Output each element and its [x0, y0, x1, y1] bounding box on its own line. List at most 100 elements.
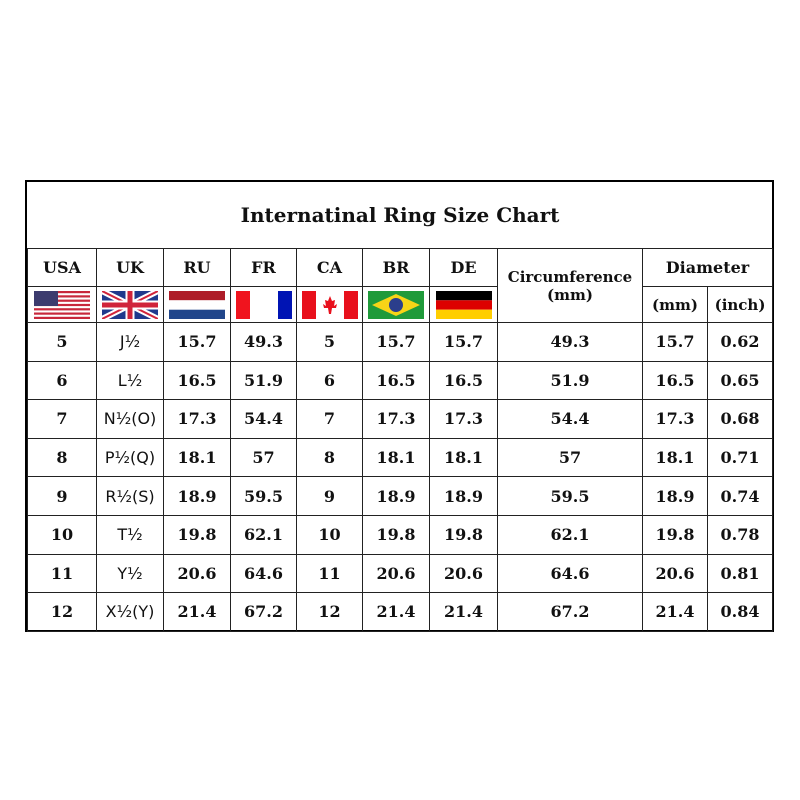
cell-usa: 8 [27, 437, 97, 478]
cell-ru: 18.9 [163, 476, 231, 516]
chart-title: Internatinal Ring Size Chart [27, 182, 773, 249]
cell-br: 15.7 [362, 322, 430, 362]
cell-ru: 15.7 [163, 322, 231, 362]
cell-br: 20.6 [362, 553, 430, 594]
cell-uk: J½ [96, 322, 164, 362]
header-uk: UK [96, 248, 164, 287]
flag-cell-usa [27, 286, 97, 323]
canada-flag-icon [301, 290, 358, 319]
cell-ca: 12 [296, 592, 363, 632]
cell-ca: 11 [296, 553, 363, 594]
header-br: BR [362, 248, 430, 287]
cell-fr: 67.2 [230, 592, 297, 632]
table-row: 12 X½(Y) 21.4 67.2 12 21.4 21.4 67.2 21.4 0.84 [27, 592, 774, 632]
cell-circumference: 67.2 [497, 592, 643, 632]
cell-diameter-inch: 0.84 [706, 592, 774, 632]
cell-circumference: 51.9 [497, 360, 643, 401]
flag-cell-de [429, 286, 498, 323]
cell-diameter-mm: 19.8 [642, 514, 708, 555]
cell-circumference: 62.1 [497, 514, 643, 555]
cell-diameter-inch: 0.68 [706, 399, 774, 439]
cell-ru: 16.5 [163, 360, 231, 401]
france-flag-icon [235, 290, 292, 319]
cell-fr: 59.5 [230, 476, 297, 516]
cell-uk: X½(Y) [96, 592, 164, 632]
circumference-label: Circumference [507, 267, 633, 286]
header-diameter: Diameter [641, 248, 774, 287]
header-diameter-inch: (inch) [706, 286, 774, 323]
header-ru: RU [163, 248, 231, 287]
cell-diameter-inch: 0.78 [706, 514, 774, 555]
brazil-flag-icon [368, 290, 424, 319]
cell-diameter-mm: 17.3 [642, 399, 708, 439]
table-row: 7 N½(O) 17.3 54.4 7 17.3 17.3 54.4 17.3 0.68 [27, 399, 774, 439]
cell-de: 20.6 [429, 553, 498, 594]
cell-ru: 18.1 [163, 437, 231, 478]
cell-fr: 51.9 [230, 360, 297, 401]
us-flag-icon [34, 290, 90, 319]
header-de: DE [429, 248, 498, 287]
table-row: 9 R½(S) 18.9 59.5 9 18.9 18.9 59.5 18.9 0.74 [27, 476, 774, 516]
cell-diameter-mm: 18.1 [642, 437, 708, 478]
cell-ca: 7 [296, 399, 363, 439]
table-row: 5 J½ 15.7 49.3 5 15.7 15.7 49.3 15.7 0.62 [27, 322, 774, 362]
cell-de: 16.5 [429, 360, 498, 401]
cell-ru: 19.8 [163, 514, 231, 555]
cell-fr: 54.4 [230, 399, 297, 439]
cell-uk: T½ [96, 514, 164, 555]
header-fr: FR [230, 248, 297, 287]
header-circumference: Circumference (mm) [497, 248, 643, 323]
cell-ca: 5 [296, 322, 363, 362]
cell-usa: 5 [27, 322, 97, 362]
cell-circumference: 59.5 [497, 476, 643, 516]
flag-cell-ru [163, 286, 231, 323]
cell-br: 18.1 [362, 437, 430, 478]
cell-br: 19.8 [362, 514, 430, 555]
cell-usa: 12 [27, 592, 97, 632]
cell-ca: 8 [296, 437, 363, 478]
cell-diameter-inch: 0.81 [706, 553, 774, 594]
cell-fr: 49.3 [230, 322, 297, 362]
cell-br: 16.5 [362, 360, 430, 401]
header-diameter-mm: (mm) [642, 286, 708, 323]
germany-flag-icon [435, 290, 492, 319]
cell-diameter-mm: 15.7 [642, 322, 708, 362]
cell-fr: 64.6 [230, 553, 297, 594]
cell-br: 17.3 [362, 399, 430, 439]
cell-uk: P½(Q) [96, 437, 164, 478]
cell-uk: Y½ [96, 553, 164, 594]
cell-ru: 20.6 [163, 553, 231, 594]
cell-ca: 9 [296, 476, 363, 516]
cell-circumference: 54.4 [497, 399, 643, 439]
cell-usa: 7 [27, 399, 97, 439]
cell-uk: N½(O) [96, 399, 164, 439]
cell-usa: 11 [27, 553, 97, 594]
cell-diameter-inch: 0.62 [706, 322, 774, 362]
table-row: 6 L½ 16.5 51.9 6 16.5 16.5 51.9 16.5 0.65 [27, 360, 774, 401]
header-ca: CA [296, 248, 363, 287]
cell-ca: 6 [296, 360, 363, 401]
cell-diameter-inch: 0.71 [706, 437, 774, 478]
cell-fr: 62.1 [230, 514, 297, 555]
ring-size-chart: Internatinal Ring Size Chart USA UK RU F… [25, 180, 774, 632]
cell-de: 17.3 [429, 399, 498, 439]
flag-cell-fr [230, 286, 297, 323]
cell-usa: 9 [27, 476, 97, 516]
cell-br: 18.9 [362, 476, 430, 516]
cell-diameter-mm: 18.9 [642, 476, 708, 516]
cell-diameter-mm: 16.5 [642, 360, 708, 401]
cell-de: 18.9 [429, 476, 498, 516]
cell-usa: 10 [27, 514, 97, 555]
flag-cell-uk [96, 286, 164, 323]
table-row: 8 P½(Q) 18.1 57 8 18.1 18.1 57 18.1 0.71 [27, 437, 774, 478]
cell-de: 21.4 [429, 592, 498, 632]
cell-diameter-mm: 21.4 [642, 592, 708, 632]
header-usa: USA [27, 248, 97, 287]
table-row: 11 Y½ 20.6 64.6 11 20.6 20.6 64.6 20.6 0.81 [27, 553, 774, 594]
netherlands-flag-icon [169, 290, 225, 319]
cell-uk: R½(S) [96, 476, 164, 516]
cell-de: 18.1 [429, 437, 498, 478]
cell-ca: 10 [296, 514, 363, 555]
cell-usa: 6 [27, 360, 97, 401]
cell-br: 21.4 [362, 592, 430, 632]
